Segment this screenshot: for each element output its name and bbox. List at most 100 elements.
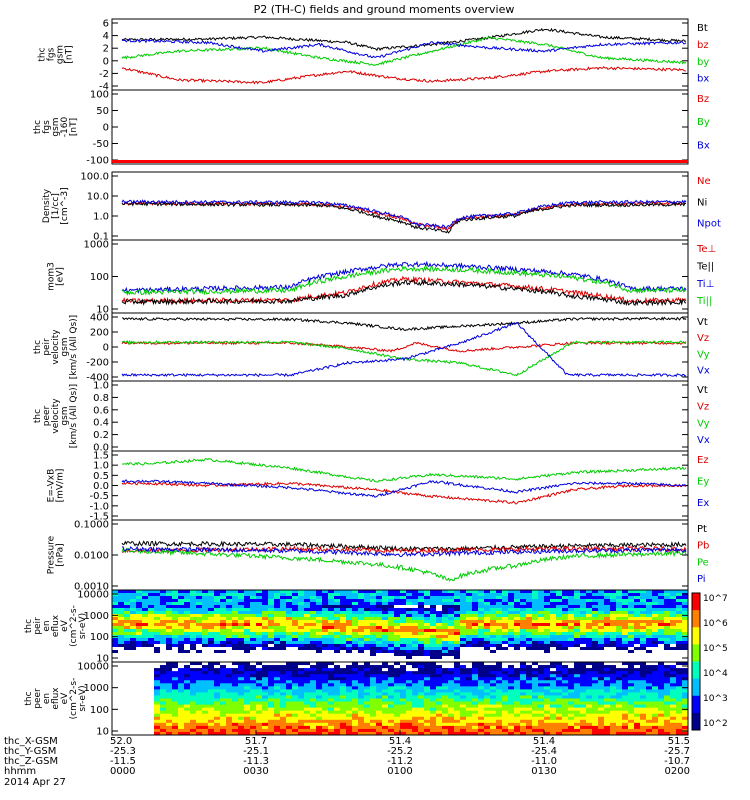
spectrogram-cell [358, 692, 365, 696]
spectrogram-cell [400, 623, 407, 627]
y-tick-label: 0.8 [93, 393, 109, 404]
spectrogram-cell [526, 632, 533, 636]
spectrogram-cell [292, 677, 299, 681]
spectrogram-cell [664, 728, 671, 733]
spectrogram-cell [274, 674, 281, 678]
spectrogram-cell [550, 638, 557, 642]
spectrogram-cell [274, 665, 281, 669]
spectrogram-cell [622, 698, 629, 702]
spectrogram-cell [502, 629, 509, 633]
spectrogram-cell [238, 665, 245, 669]
spectrogram-cell [532, 701, 539, 705]
spectrogram-cell [628, 659, 635, 663]
spectrogram-cell [568, 713, 575, 718]
spectrogram-cell [310, 629, 317, 633]
spectrogram-cell [490, 677, 497, 681]
spectrogram-cell [640, 680, 647, 684]
spectrogram-cell [250, 611, 257, 615]
spectrogram-cell [424, 701, 431, 705]
spectrogram-cell [388, 641, 395, 645]
spectrogram-cell [544, 626, 551, 630]
spectrogram-cell [142, 608, 149, 612]
legend-label: Vy [697, 349, 710, 360]
spectrogram-cell [322, 698, 329, 702]
spectrogram-cell [478, 614, 485, 618]
spectrogram-cell [226, 722, 233, 727]
spectrogram-cell [334, 632, 341, 636]
spectrogram-cell [232, 623, 239, 627]
spectrogram-cell [472, 731, 479, 736]
spectrogram-cell [220, 626, 227, 630]
spectrogram-cell [418, 605, 425, 609]
spectrogram-cell [628, 731, 635, 736]
spectrogram-cell [634, 671, 641, 675]
spectrogram-cell [676, 698, 683, 702]
spectrogram-cell [538, 665, 545, 669]
spectrogram-cell [484, 689, 491, 693]
spectrogram-cell [388, 704, 395, 709]
spectrogram-cell [466, 662, 473, 666]
spectrogram-cell [322, 695, 329, 699]
spectrogram-cell [112, 590, 119, 594]
spectrogram-cell [496, 593, 503, 597]
spectrogram-cell [196, 698, 203, 702]
spectrogram-cell [196, 638, 203, 642]
spectrogram-cell [616, 695, 623, 699]
spectrogram-cell [646, 596, 653, 600]
spectrogram-cell [124, 677, 131, 681]
y-tick-label: 0.5 [93, 471, 109, 482]
spectrogram-cell [274, 680, 281, 684]
y-axis-label-line: gsm [56, 45, 66, 64]
spectrogram-cell [586, 638, 593, 642]
spectrogram-cell [250, 692, 257, 696]
spectrogram-cell [328, 641, 335, 645]
spectrogram-cell [538, 719, 545, 724]
spectrogram-cell [622, 677, 629, 681]
spectrogram-cell [334, 590, 341, 594]
spectrogram-cell [502, 644, 509, 648]
spectrogram-cell [508, 731, 515, 736]
spectrogram-cell [562, 704, 569, 709]
spectrogram-cell [604, 659, 611, 663]
spectrogram-cell [304, 707, 311, 712]
spectrogram-cell [268, 644, 275, 648]
spectrogram-cell [478, 683, 485, 687]
spectrogram-cell [370, 644, 377, 648]
spectrogram-cell [478, 617, 485, 621]
spectrogram-cell [238, 731, 245, 736]
spectrogram-cell [340, 605, 347, 609]
spectrogram-cell [298, 638, 305, 642]
spectrogram-cell [358, 662, 365, 666]
spectrogram-cell [202, 653, 209, 657]
spectrogram-cell [304, 611, 311, 615]
spectrogram-cell [166, 713, 173, 718]
spectrogram-cell [652, 674, 659, 678]
spectrogram-cell [382, 725, 389, 730]
spectrogram-cell [340, 635, 347, 639]
spectrogram-cell [202, 605, 209, 609]
spectrogram-cell [268, 662, 275, 666]
spectrogram-cell [328, 653, 335, 657]
spectrogram-cell [376, 605, 383, 609]
spectrogram-cell [184, 674, 191, 678]
spectrogram-cell [208, 635, 215, 639]
spectrogram-cell [190, 713, 197, 718]
spectrogram-cell [448, 704, 455, 709]
spectrogram-cell [454, 596, 461, 600]
spectrogram-cell [322, 731, 329, 736]
spectrogram-cell [538, 704, 545, 709]
spectrogram-cell [286, 719, 293, 724]
spectrogram-cell [526, 635, 533, 639]
spectrogram-cell [634, 635, 641, 639]
spectrogram-cell [682, 725, 689, 730]
spectrogram-cell [424, 602, 431, 606]
spectrogram-cell [160, 716, 167, 721]
spectrogram-cell [568, 707, 575, 712]
spectrogram-cell [598, 590, 605, 594]
spectrogram-cell [538, 683, 545, 687]
spectrogram-cell [238, 713, 245, 718]
spectrogram-cell [526, 671, 533, 675]
spectrogram-cell [166, 638, 173, 642]
spectrogram-cell [346, 689, 353, 693]
spectrogram-cell [622, 605, 629, 609]
